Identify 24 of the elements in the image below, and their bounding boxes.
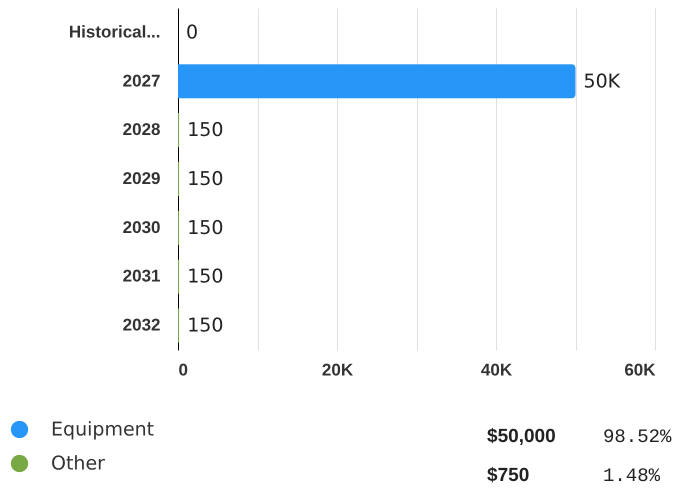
x-tick-label: 20K bbox=[322, 360, 354, 380]
text: $750 bbox=[487, 465, 530, 487]
legend-label: Equipment bbox=[51, 418, 154, 440]
y-tick-label: Historical... bbox=[68, 22, 160, 42]
total-label: 150 bbox=[187, 119, 224, 142]
y-tick-label: 2028 bbox=[122, 120, 160, 140]
x-tick-label: 0 bbox=[178, 360, 188, 380]
text: $50,000 bbox=[487, 426, 556, 448]
legend-label: Other bbox=[51, 452, 106, 474]
total-label: 150 bbox=[187, 266, 224, 288]
x-tick-label: 40K bbox=[480, 360, 513, 380]
total-label: 150 bbox=[187, 168, 224, 190]
total-label: 0 bbox=[186, 21, 198, 44]
total-label: 150 bbox=[187, 314, 224, 337]
total-label: 150 bbox=[187, 216, 224, 239]
y-tick-label: 2032 bbox=[122, 316, 160, 335]
text: 1.48% bbox=[603, 465, 660, 487]
y-tick-label: 2027 bbox=[122, 71, 160, 90]
total-label: 50K bbox=[584, 70, 621, 92]
x-tick-label: 60K bbox=[624, 360, 656, 380]
y-tick-label: 2029 bbox=[122, 169, 160, 188]
y-tick-label: 2031 bbox=[122, 266, 160, 286]
text: 98.52% bbox=[603, 426, 672, 448]
y-tick-label: 2030 bbox=[122, 218, 160, 237]
